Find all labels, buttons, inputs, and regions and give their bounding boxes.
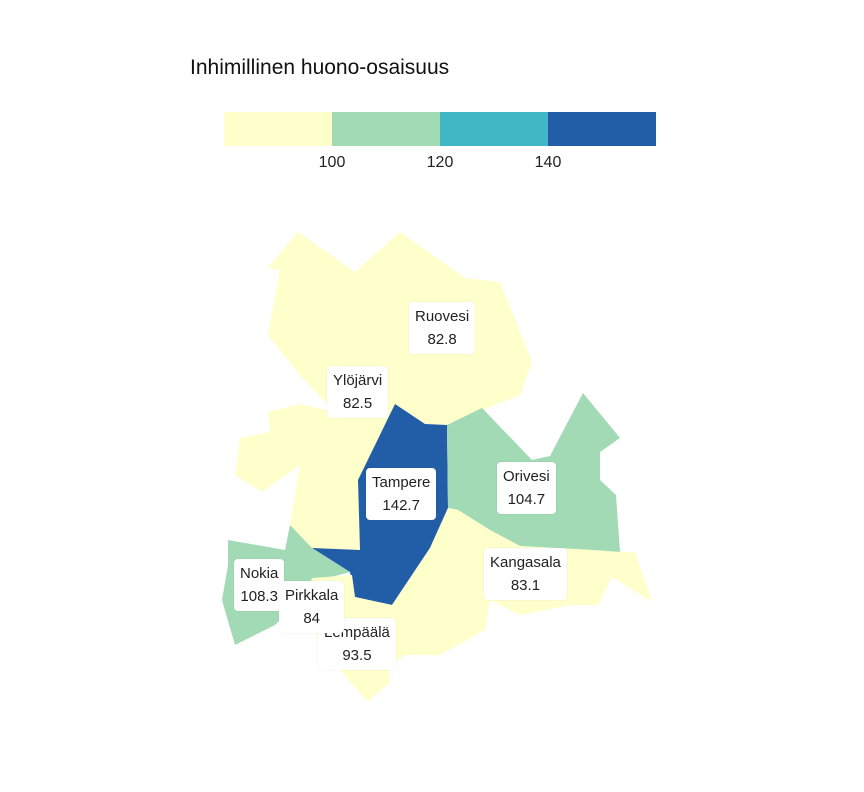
region-value: 142.7 — [382, 497, 420, 514]
label-ylojarvi: Ylöjärvi 82.5 — [327, 366, 389, 418]
label-pirkkala: Pirkkala 84 — [279, 581, 345, 633]
label-ruovesi: Ruovesi 82.8 — [409, 302, 476, 354]
legend-bin-1 — [224, 112, 332, 146]
region-value: 93.5 — [342, 647, 372, 664]
region-name: Nokia — [240, 565, 279, 582]
legend-tick: 100 — [318, 154, 346, 171]
legend-bin-4 — [548, 112, 656, 146]
region-name: Ruovesi — [415, 308, 470, 325]
region-ylojarvi[interactable] — [235, 232, 395, 550]
legend-bin-2 — [332, 112, 440, 146]
legend-title: Inhimillinen huono-osaisuus — [190, 56, 450, 79]
legend-tick: 140 — [534, 154, 562, 171]
label-tampere: Tampere 142.7 — [366, 468, 437, 520]
region-value: 82.8 — [427, 331, 457, 348]
region-name: Orivesi — [503, 468, 550, 485]
region-name: Ylöjärvi — [333, 372, 383, 389]
region-value: 82.5 — [342, 395, 373, 412]
region-value: 104.7 — [507, 491, 546, 508]
legend-bin-3 — [440, 112, 548, 146]
region-name: Tampere — [372, 474, 431, 491]
legend-color-bar — [224, 112, 656, 146]
label-nokia: Nokia 108.3 — [234, 559, 285, 611]
label-orivesi: Orivesi 104.7 — [497, 462, 556, 514]
region-value: 84 — [303, 610, 321, 627]
region-value: 108.3 — [240, 588, 278, 605]
region-name: Pirkkala — [285, 587, 339, 604]
region-name: Kangasala — [490, 554, 561, 571]
label-kangasala: Kangasala 83.1 — [484, 548, 567, 600]
legend-tick: 120 — [426, 154, 454, 171]
region-value: 83.1 — [510, 577, 541, 594]
